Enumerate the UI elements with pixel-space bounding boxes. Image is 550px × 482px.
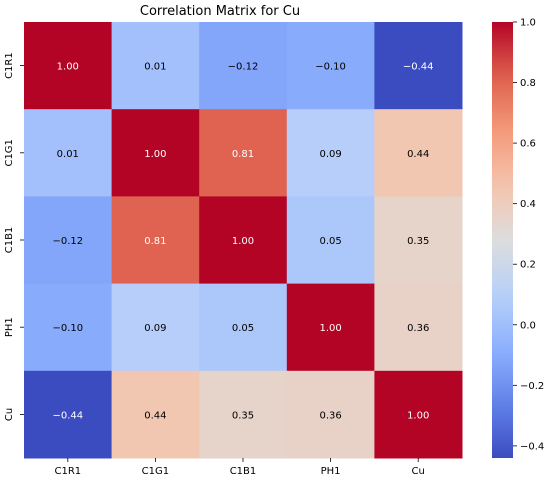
heatmap-cell xyxy=(111,109,200,197)
heatmap-cell xyxy=(286,370,375,459)
x-tick-label: Cu xyxy=(412,466,425,477)
x-axis-ticks: C1R1 C1G1 C1B1 PH1 Cu xyxy=(54,458,425,477)
cell-value-label: 0.35 xyxy=(407,236,429,247)
x-tick-label: C1R1 xyxy=(54,466,81,477)
y-tick-label: C1B1 xyxy=(4,227,15,254)
cell-value-label: 0.01 xyxy=(144,62,166,73)
heatmap-cell xyxy=(24,370,113,459)
cell-value-label: −0.10 xyxy=(315,62,346,73)
heatmap-cell xyxy=(286,109,375,197)
heatmap-cell xyxy=(111,370,200,459)
heatmap-cell xyxy=(24,109,113,197)
y-tick-label: Cu xyxy=(4,408,15,421)
cell-value-label: −0.44 xyxy=(403,62,434,73)
cell-value-label: 0.44 xyxy=(407,149,429,160)
colorbar-tick-label: −0.4 xyxy=(520,441,544,452)
heatmap-cell xyxy=(199,283,288,372)
y-axis-ticks: C1R1 C1G1 C1B1 PH1 Cu xyxy=(4,52,24,421)
colorbar-tick-label: 0.6 xyxy=(520,139,536,150)
heatmap-cell xyxy=(286,283,375,372)
heatmap-cell xyxy=(286,22,375,110)
cell-value-label: 0.05 xyxy=(319,236,341,247)
colorbar-tick-label: 0.8 xyxy=(520,78,536,89)
cell-value-label: 0.81 xyxy=(144,236,166,247)
cell-value-label: 0.09 xyxy=(319,149,341,160)
heatmap-cell xyxy=(24,22,113,110)
cell-value-label: 0.36 xyxy=(407,323,429,334)
x-tick-label: C1B1 xyxy=(230,466,257,477)
heatmap-cell xyxy=(286,196,375,285)
heatmap-cell xyxy=(111,283,200,372)
heatmap-cell xyxy=(374,22,463,110)
y-tick-label: C1G1 xyxy=(4,139,15,166)
cell-value-label: 1.00 xyxy=(407,410,429,421)
cell-value-label: 0.09 xyxy=(144,323,166,334)
cell-value-label: 0.01 xyxy=(57,149,79,160)
cell-value-label: 0.05 xyxy=(232,323,254,334)
heatmap-cell xyxy=(374,109,463,197)
y-tick-label: C1R1 xyxy=(4,52,15,79)
heatmap-cells: 1.00 0.01 −0.12 −0.10 −0.44 0.01 1.00 0.81 0.09 0… xyxy=(24,22,463,459)
cell-value-label: 1.00 xyxy=(319,323,341,334)
heatmap-cell xyxy=(374,370,463,459)
x-tick-label: PH1 xyxy=(321,466,341,477)
cell-value-label: 0.81 xyxy=(232,149,254,160)
cell-value-label: 0.44 xyxy=(144,410,166,421)
cell-value-label: −0.12 xyxy=(52,236,83,247)
colorbar-tick-label: 0.2 xyxy=(520,260,536,271)
colorbar-tick-label: 0.4 xyxy=(520,199,536,210)
heatmap-cell xyxy=(199,22,288,110)
chart-title: Correlation Matrix for Cu xyxy=(140,4,300,19)
cell-value-label: −0.44 xyxy=(52,410,83,421)
colorbar-tick-label: 1.0 xyxy=(520,18,536,29)
colorbar: −0.4 −0.2 0.0 0.2 0.4 0.6 0.8 1.0 xyxy=(492,18,544,458)
heatmap-cell xyxy=(111,196,200,285)
cell-value-label: 1.00 xyxy=(232,236,254,247)
heatmap-cell xyxy=(199,109,288,197)
heatmap-cell xyxy=(24,196,113,285)
heatmap-cell xyxy=(199,370,288,459)
colorbar-tick-label: 0.0 xyxy=(520,320,536,331)
x-tick-label: C1G1 xyxy=(142,466,169,477)
heatmap-cell xyxy=(374,196,463,285)
heatmap-cell xyxy=(24,283,113,372)
heatmap-cell xyxy=(374,283,463,372)
y-tick-label: PH1 xyxy=(4,317,15,337)
heatmap-cell xyxy=(199,196,288,285)
cell-value-label: 1.00 xyxy=(57,62,79,73)
colorbar-tick-label: −0.2 xyxy=(520,381,544,392)
colorbar-gradient xyxy=(492,22,513,458)
cell-value-label: −0.10 xyxy=(52,323,83,334)
cell-value-label: 0.35 xyxy=(232,410,254,421)
cell-value-label: 1.00 xyxy=(144,149,166,160)
heatmap-cell xyxy=(111,22,200,110)
cell-value-label: −0.12 xyxy=(228,62,259,73)
cell-value-label: 0.36 xyxy=(319,410,341,421)
